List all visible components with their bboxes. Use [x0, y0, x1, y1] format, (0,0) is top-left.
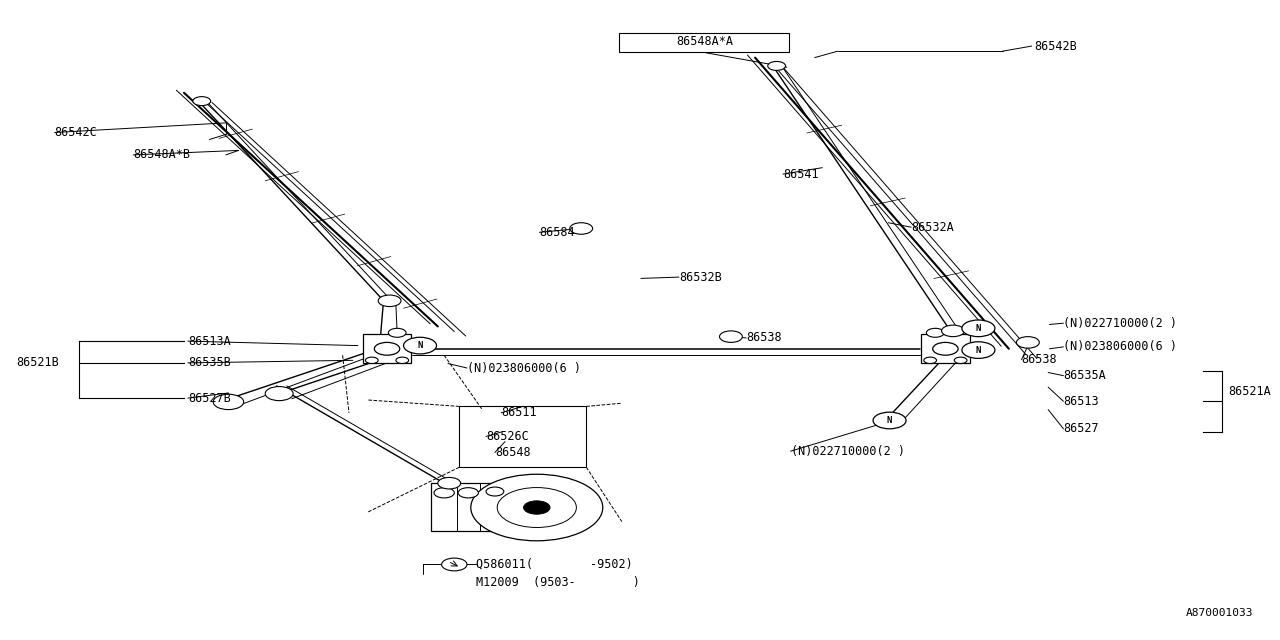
- Circle shape: [955, 357, 966, 364]
- Circle shape: [942, 325, 964, 337]
- Circle shape: [927, 328, 945, 337]
- Circle shape: [458, 488, 479, 498]
- Text: 86535B: 86535B: [188, 356, 230, 369]
- Text: Q586011(        -9502): Q586011( -9502): [476, 558, 632, 571]
- Circle shape: [933, 342, 959, 355]
- Circle shape: [442, 558, 467, 571]
- Text: N: N: [975, 324, 980, 333]
- Text: 86542B: 86542B: [1034, 40, 1076, 52]
- Text: 86521B: 86521B: [17, 356, 59, 369]
- Text: M12009  (9503-        ): M12009 (9503- ): [476, 576, 640, 589]
- Bar: [922, 334, 969, 364]
- Text: (N)022710000(2 ): (N)022710000(2 ): [1064, 317, 1178, 330]
- Text: 86511: 86511: [502, 406, 536, 419]
- Circle shape: [403, 337, 436, 354]
- Text: N: N: [417, 341, 422, 350]
- Circle shape: [438, 477, 461, 489]
- Bar: [620, 33, 790, 52]
- Circle shape: [1016, 337, 1039, 348]
- Text: 86548A*B: 86548A*B: [133, 148, 191, 161]
- Text: 86548: 86548: [495, 446, 530, 459]
- Text: 86532B: 86532B: [678, 271, 722, 284]
- Circle shape: [378, 295, 401, 307]
- Circle shape: [924, 357, 937, 364]
- Text: 86538: 86538: [1021, 353, 1057, 366]
- Circle shape: [396, 357, 408, 364]
- Text: 86542C: 86542C: [55, 126, 97, 139]
- Text: 86527B: 86527B: [188, 392, 230, 404]
- Circle shape: [961, 342, 995, 358]
- Circle shape: [524, 501, 550, 514]
- Text: N: N: [887, 416, 892, 425]
- Text: (N)023806000(6 ): (N)023806000(6 ): [467, 362, 581, 374]
- Circle shape: [374, 342, 399, 355]
- Text: 86513A: 86513A: [188, 335, 230, 348]
- Circle shape: [366, 357, 378, 364]
- Text: 86538: 86538: [746, 332, 782, 344]
- Circle shape: [570, 223, 593, 234]
- Circle shape: [873, 412, 906, 429]
- Circle shape: [486, 487, 504, 496]
- Circle shape: [719, 331, 742, 342]
- Bar: [431, 483, 515, 531]
- Text: 86584: 86584: [539, 226, 575, 239]
- Circle shape: [768, 61, 786, 70]
- Text: 86541: 86541: [783, 168, 819, 180]
- Circle shape: [193, 97, 211, 106]
- Circle shape: [265, 387, 293, 401]
- Text: 86526C: 86526C: [486, 430, 529, 443]
- Text: (N)022710000(2 ): (N)022710000(2 ): [791, 445, 905, 458]
- Bar: [364, 334, 411, 364]
- Text: N: N: [975, 346, 980, 355]
- Circle shape: [471, 474, 603, 541]
- Text: 86521A: 86521A: [1229, 385, 1271, 398]
- Text: 86532A: 86532A: [911, 221, 954, 234]
- Circle shape: [214, 394, 243, 410]
- Text: (N)023806000(6 ): (N)023806000(6 ): [1064, 340, 1178, 353]
- Text: 86527: 86527: [1064, 422, 1100, 435]
- Text: 86513: 86513: [1064, 395, 1100, 408]
- Circle shape: [388, 328, 406, 337]
- Circle shape: [961, 320, 995, 337]
- Text: 86535A: 86535A: [1064, 369, 1106, 382]
- Text: A870001033: A870001033: [1187, 608, 1254, 618]
- Text: 86548A*A: 86548A*A: [676, 35, 732, 48]
- Bar: [460, 406, 586, 467]
- Circle shape: [434, 488, 454, 498]
